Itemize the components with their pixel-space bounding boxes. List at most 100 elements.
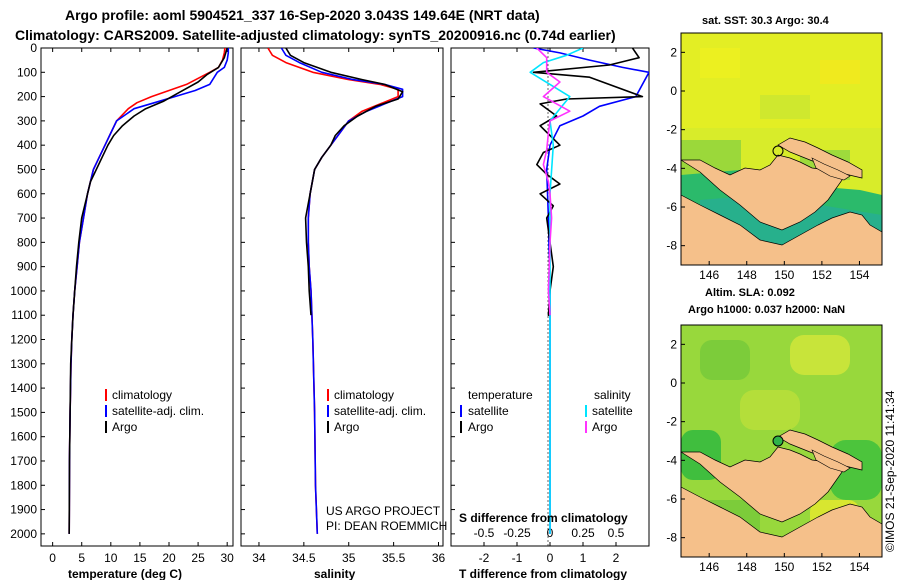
map-y-tick-label: -8 — [666, 531, 677, 545]
land-island — [811, 157, 851, 181]
legend-label-argo: Argo — [334, 420, 360, 434]
legend-label-satellite: satellite-adj. clim. — [112, 404, 204, 418]
series-line-argo — [285, 48, 404, 316]
depth-tick-label: 0 — [30, 41, 37, 55]
salinity-legend: climatology satellite-adj. clim. Argo — [327, 388, 426, 434]
sst-patch — [820, 60, 860, 84]
x-tick-label: 1 — [580, 551, 587, 565]
series-line-argo — [68, 48, 228, 534]
map-y-tick-label: -6 — [666, 492, 677, 506]
legend-label-satellite: satellite-adj. clim. — [334, 404, 426, 418]
s-difference-tick-label: -0.5 — [474, 526, 495, 540]
x-tick-label: 20 — [162, 551, 176, 565]
map-y-tick-label: -4 — [666, 453, 677, 467]
x-tick-label: 35 — [342, 551, 356, 565]
legend-label-t-satellite: satellite — [468, 404, 509, 418]
sst-map — [681, 33, 882, 265]
sst-map-axes: 146 148 150 152 154 2 0 -2 -4 -6 -8 — [666, 45, 869, 282]
temperature-series — [68, 48, 230, 534]
sla-map — [681, 325, 882, 557]
land-new-guinea-south — [681, 194, 882, 265]
s-difference-tick-label: -0.25 — [503, 526, 531, 540]
t-difference-axis-label: T difference from climatology — [459, 567, 627, 580]
sla-patch — [790, 335, 850, 375]
depth-tick-label: 1700 — [10, 454, 37, 468]
x-tick-label: 0 — [49, 551, 56, 565]
map-y-tick-label: -4 — [666, 161, 677, 175]
legend-label-climatology: climatology — [334, 388, 394, 402]
depth-tick-label: 300 — [17, 114, 37, 128]
series-line-s-argo — [536, 48, 571, 316]
map-x-tick-label: 152 — [812, 560, 832, 574]
map-y-tick-label: -2 — [666, 123, 677, 137]
series-line-satellite-adj-clim- — [68, 48, 230, 534]
land-new-britain — [777, 429, 863, 471]
depth-tick-label: 1500 — [10, 405, 37, 419]
depth-tick-label: 2000 — [10, 527, 37, 541]
depth-tick-label: 1800 — [10, 478, 37, 492]
map-x-tick-label: 148 — [737, 560, 757, 574]
land-new-britain — [777, 137, 863, 179]
map-y-tick-label: -6 — [666, 200, 677, 214]
sst-map-title: sat. SST: 30.3 Argo: 30.4 — [702, 15, 830, 27]
x-tick-label: 15 — [133, 551, 147, 565]
sla-patch — [740, 390, 800, 430]
map-y-tick-label: 0 — [670, 84, 677, 98]
map-y-tick-label: -8 — [666, 239, 677, 253]
depth-tick-label: 1300 — [10, 357, 37, 371]
temperature-axis-label: temperature (deg C) — [68, 567, 182, 580]
x-tick-label: 2 — [613, 551, 620, 565]
salinity-panel — [240, 47, 444, 547]
depth-tick-label: 1100 — [11, 308, 37, 322]
series-line-t-satellite — [533, 48, 649, 534]
s-difference-tick-label: 0.25 — [571, 526, 595, 540]
x-tick-label: 10 — [104, 551, 118, 565]
imos-watermark: ©IMOS 21-Sep-2020 11:41:34 — [883, 390, 897, 552]
legend-label-climatology: climatology — [112, 388, 172, 402]
series-line-s-satellite — [529, 48, 584, 534]
legend-title-temperature: temperature — [468, 388, 533, 402]
depth-tick-label: 600 — [17, 187, 37, 201]
difference-legend: temperature satellite Argo salinity sate… — [460, 388, 633, 434]
salinity-series — [267, 48, 404, 534]
salinity-x-axis: 34 34.5 35 35.5 36 — [252, 48, 446, 565]
series-line-climatology — [267, 48, 399, 534]
sla-map-frame — [680, 324, 883, 558]
series-line-satellite-adj-clim- — [280, 48, 404, 534]
sst-map-frame — [680, 32, 883, 266]
sla-map-title-line1: Altim. SLA: 0.092 — [705, 287, 795, 299]
depth-tick-label: 700 — [17, 211, 37, 225]
argo-position-marker — [772, 145, 784, 157]
map-x-tick-label: 148 — [737, 268, 757, 282]
map-x-tick-label: 154 — [849, 560, 869, 574]
x-tick-label: 30 — [221, 551, 235, 565]
temperature-x-axis: 0 5 10 15 20 25 30 — [49, 48, 234, 565]
temperature-panel — [40, 47, 234, 547]
sla-patch — [700, 340, 750, 380]
land-island — [811, 449, 851, 473]
map-y-tick-label: 2 — [670, 45, 677, 59]
s-difference-axis: -0.5 -0.25 0 0.25 0.5 — [474, 526, 625, 540]
depth-tick-label: 800 — [17, 235, 37, 249]
credit-line1: US ARGO PROJECT — [326, 504, 441, 518]
x-tick-label: 35.5 — [382, 551, 406, 565]
sla-map-axes: 146 148 150 152 154 2 0 -2 -4 -6 -8 — [666, 337, 869, 574]
map-x-tick-label: 150 — [774, 268, 794, 282]
legend-title-salinity: salinity — [594, 388, 631, 402]
series-line-climatology — [68, 48, 226, 534]
figure-title-line1: Argo profile: aoml 5904521_337 16-Sep-20… — [65, 7, 540, 23]
legend-label-s-argo: Argo — [592, 420, 618, 434]
depth-tick-label: 1900 — [10, 503, 37, 517]
map-x-tick-label: 146 — [699, 268, 719, 282]
x-tick-label: -1 — [512, 551, 523, 565]
depth-tick-label: 1400 — [10, 381, 37, 395]
map-x-tick-label: 154 — [849, 268, 869, 282]
x-tick-label: 0 — [547, 551, 554, 565]
legend-label-t-argo: Argo — [468, 420, 494, 434]
land-new-guinea-south — [681, 486, 882, 557]
depth-tick-label: 200 — [17, 90, 37, 104]
x-tick-label: 25 — [191, 551, 205, 565]
argo-position-marker — [772, 435, 784, 447]
credit-line2: PI: DEAN ROEMMICH — [326, 519, 447, 533]
